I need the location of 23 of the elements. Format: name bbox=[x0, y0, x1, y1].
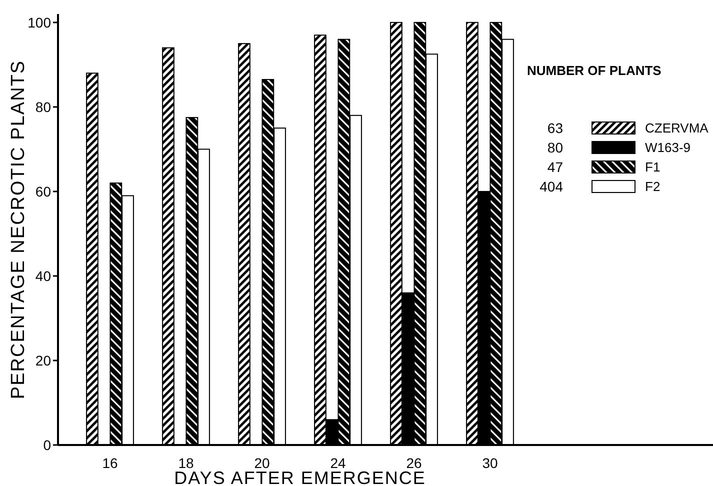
x-tick-label: 26 bbox=[406, 455, 422, 471]
y-tick-label: 40 bbox=[35, 268, 52, 284]
y-tick-label: 60 bbox=[35, 183, 52, 200]
x-tick-label: 16 bbox=[102, 455, 118, 471]
y-tick-label: 20 bbox=[35, 352, 52, 368]
text: 47 bbox=[547, 158, 564, 175]
y-tick-label: 100 bbox=[28, 14, 52, 30]
y-tick-label: 80 bbox=[35, 98, 52, 115]
x-axis-title: DAYS AFTER EMERGENCE bbox=[174, 468, 426, 486]
legend-label: F1 bbox=[645, 160, 660, 175]
text: 80 bbox=[547, 139, 564, 156]
text: 404 bbox=[540, 178, 564, 194]
y-axis-title: PERCENTAGE NECROTIC PLANTS bbox=[8, 60, 29, 400]
x-tick-label: 20 bbox=[254, 455, 270, 471]
x-tick-label: 30 bbox=[482, 455, 498, 471]
y-tick-label: 0 bbox=[43, 436, 52, 453]
x-tick-label: 18 bbox=[178, 455, 194, 471]
legend-title: NUMBER OF PLANTS bbox=[527, 63, 662, 78]
text: 63 bbox=[547, 120, 564, 136]
x-tick-label: 24 bbox=[330, 455, 346, 471]
legend-label: W163-9 bbox=[645, 140, 691, 156]
legend-label: F2 bbox=[645, 179, 660, 194]
legend-label: CZERVMA bbox=[645, 120, 709, 136]
